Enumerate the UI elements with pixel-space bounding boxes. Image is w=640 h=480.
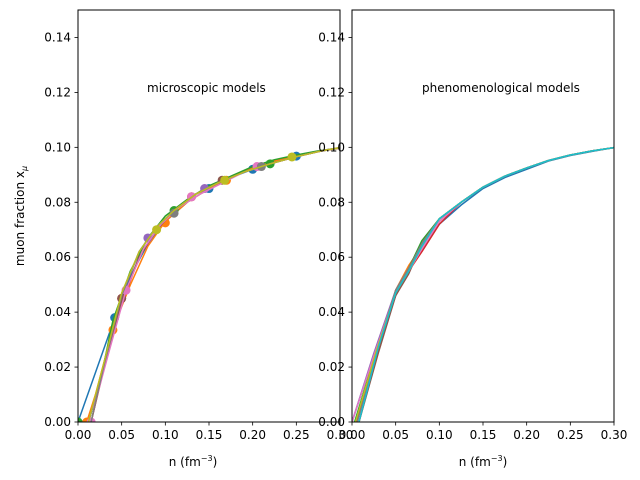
y-tick-label: 0.04 (44, 305, 71, 319)
y-tick-label: 0.04 (318, 305, 345, 319)
series-marker-2 (78, 417, 83, 422)
y-tick-label: 0.02 (44, 360, 71, 374)
annotation-phenomenological-models: phenomenological models (422, 81, 580, 95)
panel-phenomenological-models: 0.00 0.05 0.10 0.15 0.20 0.25 0.300.000.020.04… (318, 9, 627, 469)
x-tick-label: 0.15 (196, 428, 223, 442)
series-marker-8 (220, 175, 230, 185)
y-axis-label: muon fraction xμ (13, 166, 29, 266)
y-tick-label: 0.06 (44, 250, 71, 264)
y-tick-label: 0.00 (318, 415, 345, 429)
x-axis-label-right: n (fm−3) (459, 454, 508, 469)
y-tick-label: 0.02 (318, 360, 345, 374)
x-tick-label: 0.30 (327, 428, 354, 442)
x-tick-label: 0.10 (152, 428, 179, 442)
x-tick-label: 0.20 (513, 428, 540, 442)
annotation-microscopic-models: microscopic models (147, 81, 266, 95)
x-tick-label: 0.30 (601, 428, 628, 442)
y-tick-label: 0.08 (44, 195, 71, 209)
plot-area-right (352, 146, 614, 422)
x-tick-label: 0.05 (382, 428, 409, 442)
y-tick-label: 0.14 (318, 30, 345, 44)
panel-microscopic-models: 0.00 0.05 0.10 0.15 0.20 0.25 0.300.000.020.04… (13, 9, 353, 469)
x-tick-label: 0.05 (108, 428, 135, 442)
y-tick-label: 0.14 (44, 30, 71, 44)
x-tick-label: 0.25 (283, 428, 310, 442)
series-marker-8 (287, 152, 297, 162)
ticks-left: 0.00 0.05 0.10 0.15 0.20 0.25 0.300.000.020.04… (44, 30, 353, 442)
y-tick-label: 0.12 (318, 85, 345, 99)
x-axis-label-left: n (fm−3) (169, 454, 218, 469)
x-tick-label: 0.00 (339, 428, 366, 442)
series-line-9 (358, 146, 614, 422)
x-tick-label: 0.00 (65, 428, 92, 442)
y-tick-label: 0.00 (44, 415, 71, 429)
x-tick-label: 0.10 (426, 428, 453, 442)
series-marker-7 (169, 208, 179, 218)
series-marker-8 (152, 225, 162, 235)
y-tick-label: 0.06 (318, 250, 345, 264)
x-tick-label: 0.25 (557, 428, 584, 442)
x-tick-label: 0.15 (470, 428, 497, 442)
ticks-right: 0.00 0.05 0.10 0.15 0.20 0.25 0.300.000.020.04… (318, 30, 627, 442)
y-tick-label: 0.10 (44, 140, 71, 154)
plot-area-left (78, 146, 340, 422)
y-tick-label: 0.08 (318, 195, 345, 209)
y-tick-label: 0.10 (318, 140, 345, 154)
y-tick-label: 0.12 (44, 85, 71, 99)
x-tick-label: 0.20 (239, 428, 266, 442)
